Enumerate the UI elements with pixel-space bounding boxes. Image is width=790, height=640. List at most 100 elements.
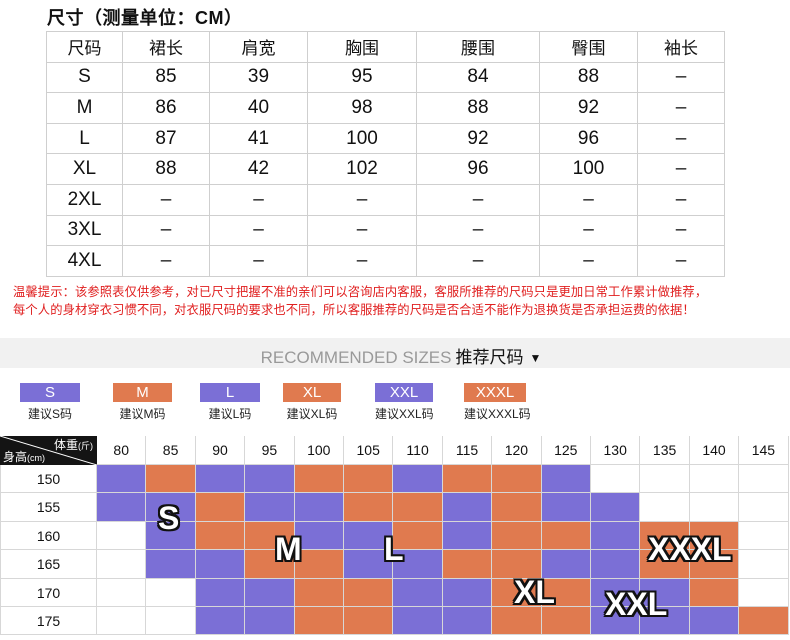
grid-cell xyxy=(640,550,690,579)
grid-cell xyxy=(739,521,789,551)
grid-cell xyxy=(442,493,493,522)
grid-cell xyxy=(689,550,740,579)
legend-item: XL 建议XL码 xyxy=(283,383,351,422)
grid-cell xyxy=(640,465,690,494)
table-cell: 100 xyxy=(539,153,638,185)
weight-header: 90 xyxy=(195,436,246,465)
size-chart-table: 尺码 裙长 肩宽 胸围 腰围 臀围 袖长 S 85 39 95 84 88– M 86 40 98 88 92– L… xyxy=(46,31,725,277)
grid-cell xyxy=(344,578,394,607)
grid-cell xyxy=(97,465,147,494)
grid-cell xyxy=(442,465,493,494)
table-row: 4XL – – – – – – xyxy=(46,245,725,277)
legend-item: M 建议M码 xyxy=(113,383,182,422)
grid-cell xyxy=(245,607,295,636)
grid-cell xyxy=(97,521,147,551)
legend-caption: 建议XXL码 xyxy=(375,407,434,421)
grid-cell xyxy=(195,465,246,494)
grid-cell xyxy=(739,607,789,636)
weight-header: 125 xyxy=(541,436,591,465)
table-cell: 88 xyxy=(416,92,540,124)
grid-cell xyxy=(689,493,740,522)
column-header: 胸围 xyxy=(307,31,417,63)
grid-cell xyxy=(689,578,740,607)
grid-cell xyxy=(541,578,591,607)
grid-cell xyxy=(442,578,493,607)
grid-cell xyxy=(146,465,196,494)
table-cell: – xyxy=(307,214,417,247)
table-cell: – xyxy=(307,245,417,277)
grid-cell xyxy=(541,550,591,579)
triangle-down-icon: ▼ xyxy=(529,351,542,365)
grid-size-label: XXL xyxy=(605,586,668,622)
grid-size-label: L xyxy=(384,531,404,567)
table-cell: 92 xyxy=(416,122,540,155)
table-cell: 85 xyxy=(122,61,210,94)
grid-cell xyxy=(146,578,196,607)
height-header: 165 xyxy=(0,550,97,579)
grid-cell xyxy=(541,493,591,522)
notice-line-2: 每个人的身材穿衣习惯不同，对衣服尺码的要求也不同，所以客服推荐的尺码是否合适不能… xyxy=(13,303,695,317)
table-cell: 4XL xyxy=(46,245,123,277)
grid-cell xyxy=(245,578,295,607)
grid-corner-header: 体重(斤) 身高(cm) xyxy=(0,436,97,465)
legend-caption: 建议M码 xyxy=(119,407,166,421)
diagonal-divider xyxy=(0,436,97,465)
grid-cell xyxy=(541,521,591,551)
column-header: 袖长 xyxy=(637,31,725,63)
grid-cell xyxy=(640,493,690,522)
column-header: 尺码 xyxy=(46,31,123,63)
table-cell: 42 xyxy=(209,153,308,185)
table-cell: 88 xyxy=(539,61,638,94)
legend-swatch: M xyxy=(113,383,172,402)
table-cell: – xyxy=(637,122,725,155)
height-axis-label: 身高(cm) xyxy=(3,450,46,464)
table-cell: – xyxy=(637,92,725,124)
grid-cell xyxy=(97,550,147,579)
height-header: 150 xyxy=(0,465,97,494)
recommended-title-en: RECOMMENDED SIZES xyxy=(260,348,452,367)
weight-header: 105 xyxy=(344,436,394,465)
column-header: 肩宽 xyxy=(209,31,308,63)
grid-cell xyxy=(294,521,344,551)
grid-cell xyxy=(689,607,740,636)
grid-cell xyxy=(739,550,789,579)
grid-cell xyxy=(245,465,295,494)
grid-cell xyxy=(393,578,443,607)
table-cell: 39 xyxy=(209,61,308,94)
table-cell: – xyxy=(122,245,210,277)
legend-caption: 建议XL码 xyxy=(286,407,338,421)
table-cell: 96 xyxy=(416,153,540,185)
grid-cell xyxy=(442,550,493,579)
grid-cell xyxy=(344,521,394,551)
weight-header: 145 xyxy=(739,436,789,465)
grid-cell xyxy=(97,493,147,522)
table-cell: – xyxy=(416,245,540,277)
grid-size-label: XXXL xyxy=(648,531,732,567)
legend-caption: 建议XXXL码 xyxy=(464,407,531,421)
table-cell: 102 xyxy=(307,153,417,185)
table-cell: – xyxy=(122,183,210,216)
table-row: XL 88 42 102 96 100– xyxy=(46,153,725,185)
grid-cell xyxy=(146,550,196,579)
grid-cell xyxy=(245,521,295,551)
column-header: 腰围 xyxy=(416,31,540,63)
height-header: 170 xyxy=(0,578,97,607)
grid-cell xyxy=(739,465,789,494)
recommended-sizes-banner: RECOMMENDED SIZES 推荐尺码 ▼ xyxy=(0,338,790,368)
weight-header: 85 xyxy=(146,436,196,465)
column-header: 臀围 xyxy=(539,31,638,63)
table-cell: L xyxy=(46,122,123,155)
legend-item: S 建议S码 xyxy=(20,383,90,422)
grid-cell xyxy=(294,465,344,494)
table-cell: M xyxy=(46,92,123,124)
grid-cell xyxy=(97,578,147,607)
weight-header: 115 xyxy=(442,436,493,465)
grid-cell xyxy=(146,607,196,636)
table-cell: – xyxy=(307,183,417,216)
grid-cell xyxy=(492,607,542,636)
weight-axis-label: 体重(斤) xyxy=(53,438,93,452)
grid-cell xyxy=(442,607,493,636)
table-cell: – xyxy=(416,214,540,247)
height-header: 160 xyxy=(0,521,97,551)
table-cell: S xyxy=(46,61,123,94)
